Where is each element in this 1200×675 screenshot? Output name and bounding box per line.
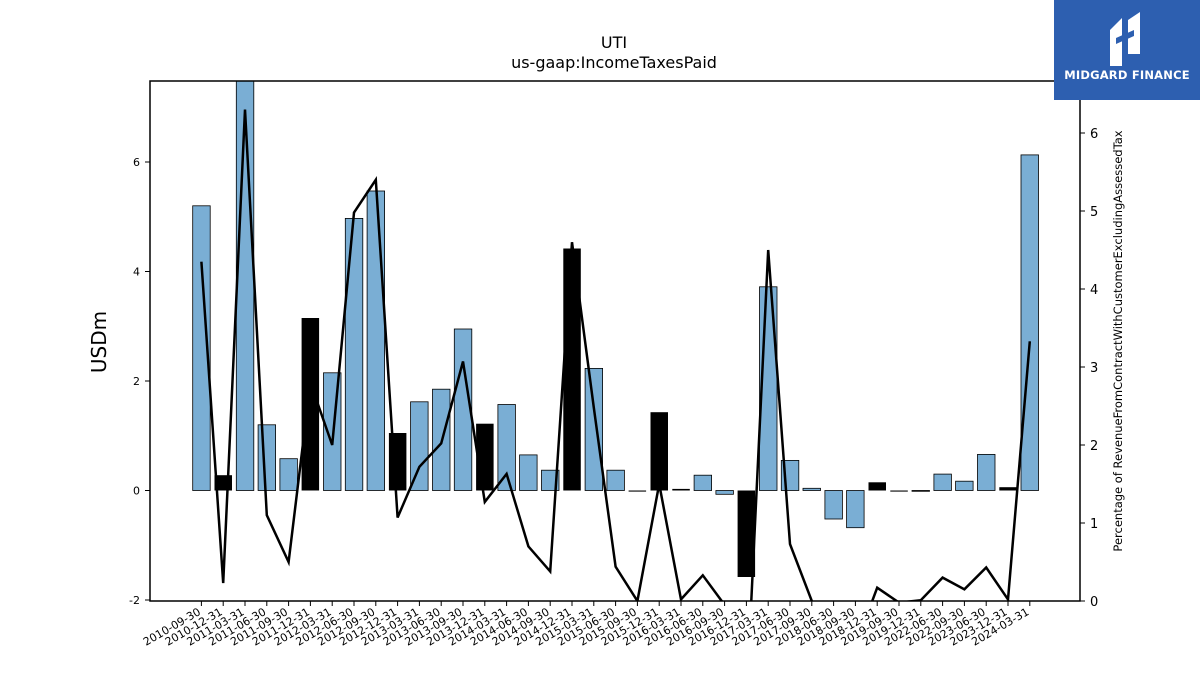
bar-2022-09-30 — [955, 480, 974, 491]
bar-2016-09-30 — [715, 490, 734, 495]
y-tick-label-6: 6 — [133, 156, 140, 169]
bar-2016-12-31 — [737, 490, 756, 577]
chart-subtitle: us-gaap:IncomeTaxesPaid — [511, 53, 717, 72]
bar-2016-03-31 — [672, 488, 690, 491]
bar-2011-09-30 — [279, 458, 298, 491]
y-axis-label: USDm — [87, 311, 111, 373]
y2-tick-label-5: 5 — [1090, 205, 1098, 220]
bar-2011-03-31 — [235, 81, 255, 491]
bars-group — [192, 81, 1039, 601]
bar-2013-09-30 — [453, 328, 473, 491]
bar-2014-03-31 — [497, 404, 516, 491]
bar-2018-09-30 — [846, 490, 865, 529]
bar-2013-03-31 — [410, 401, 429, 491]
ratio-line — [200, 109, 1032, 601]
midgard-logo-icon — [1110, 12, 1140, 66]
y-tick-label-2: 2 — [133, 375, 140, 388]
bar-2023-12-31 — [999, 487, 1017, 491]
y2-tick-label-6: 6 — [1090, 127, 1098, 142]
bar-2018-06-30 — [824, 490, 843, 520]
bar-2011-12-31 — [301, 318, 320, 491]
bar-2024-03-31 — [1020, 154, 1039, 491]
bar-2019-12-31 — [911, 490, 930, 492]
y2-tick-label-4: 4 — [1090, 283, 1098, 298]
chart-title: UTI — [601, 33, 627, 52]
bar-2022-06-30 — [933, 473, 952, 491]
bar-2015-09-30 — [628, 490, 647, 492]
bar-2014-06-30 — [519, 454, 538, 491]
y-tick-label-0: 0 — [133, 485, 140, 498]
y2-tick-label-1: 1 — [1090, 517, 1098, 532]
bar-2014-09-30 — [541, 469, 560, 491]
bar-2016-06-30 — [693, 474, 712, 491]
y-tick-label--2: -2 — [129, 594, 140, 607]
y2-tick-label-2: 2 — [1090, 439, 1098, 454]
y2-tick-label-3: 3 — [1090, 361, 1098, 376]
bar-2023-06-30 — [977, 453, 996, 491]
y2-axis-label: Percentage of RevenueFromContractWithCus… — [1111, 130, 1125, 551]
bar-2017-09-30 — [802, 487, 821, 491]
plot-frame — [149, 80, 1081, 602]
y2-tick-label-0: 0 — [1090, 595, 1098, 610]
bar-2012-06-30 — [344, 217, 364, 491]
brand-logo: MIDGARD FINANCE — [1054, 0, 1200, 100]
bar-2011-06-30 — [257, 424, 277, 491]
bar-2010-09-30 — [192, 205, 211, 491]
bar-2019-09-30 — [890, 490, 908, 492]
brand-name: MIDGARD FINANCE — [1064, 68, 1190, 82]
bar-2015-06-30 — [606, 469, 625, 491]
y-tick-label-4: 4 — [133, 266, 140, 279]
bar-2015-03-31 — [584, 367, 603, 491]
bar-2015-12-31 — [650, 412, 668, 491]
bar-2012-09-30 — [366, 190, 386, 491]
bar-2018-12-31 — [868, 482, 886, 491]
